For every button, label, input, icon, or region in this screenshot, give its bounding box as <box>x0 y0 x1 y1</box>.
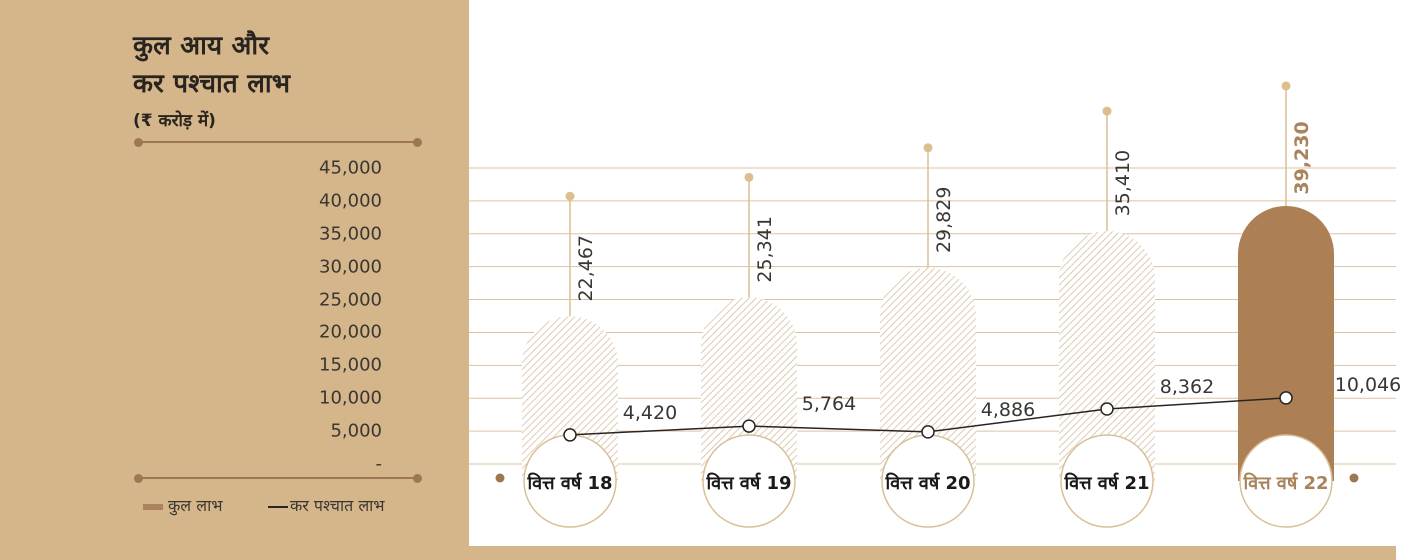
bar-total-income <box>522 316 618 481</box>
bar-leader-dot <box>923 143 933 153</box>
y-tick-label: 20,000 <box>319 321 382 343</box>
top-rule-dot-left <box>134 138 143 147</box>
baseline-dot-left <box>495 473 505 483</box>
x-category-label: वित्त वर्ष 19 <box>705 472 791 494</box>
x-category-label: वित्त वर्ष 21 <box>1063 472 1149 494</box>
bar-value-label: 39,230 <box>1291 121 1313 194</box>
profit-point <box>563 428 577 442</box>
profit-point <box>1100 402 1114 416</box>
bar-total-income <box>1059 231 1155 481</box>
x-category-label: वित्त वर्ष 22 <box>1242 472 1328 494</box>
top-rule <box>138 141 417 143</box>
bar-leader-dot <box>1102 106 1112 116</box>
legend-label-bar: कुल लाभ <box>168 496 223 515</box>
bar-total-income <box>880 267 976 481</box>
bottom-rule-dot-left <box>134 474 143 483</box>
y-tick-label: 40,000 <box>319 190 382 212</box>
profit-value-label: 5,764 <box>802 393 856 415</box>
bar-value-label: 25,341 <box>754 216 776 282</box>
bar-leader-dot <box>565 191 575 201</box>
profit-value-label: 4,420 <box>623 402 677 424</box>
y-tick-label: 35,000 <box>319 223 382 245</box>
profit-value-label: 4,886 <box>981 399 1035 421</box>
bar-value-label: 35,410 <box>1112 150 1134 216</box>
profit-value-label: 10,046 <box>1335 374 1401 396</box>
bar-total-income <box>701 297 797 481</box>
category-circle <box>1060 434 1154 528</box>
y-tick-label: 10,000 <box>319 387 382 409</box>
y-tick-label: 25,000 <box>319 289 382 311</box>
chart-units-label: (₹ करोड़ में) <box>133 111 216 131</box>
bar-total-income <box>1238 205 1334 481</box>
y-tick-label: 15,000 <box>319 354 382 376</box>
bottom-rule <box>138 477 417 479</box>
bar-value-label: 29,829 <box>933 187 955 253</box>
x-category-label: वित्त वर्ष 20 <box>884 472 970 494</box>
bar-leader-dot <box>744 172 754 182</box>
legend-label-line: कर पश्चात लाभ <box>290 496 385 515</box>
chart-sidebar-panel <box>0 0 469 560</box>
y-tick-label: - <box>375 453 383 475</box>
profit-point <box>742 419 756 433</box>
profit-value-label: 8,362 <box>1160 376 1214 398</box>
y-tick-label: 30,000 <box>319 256 382 278</box>
category-circle <box>1239 434 1333 528</box>
baseline-dot-right <box>1349 473 1359 483</box>
y-tick-label: 45,000 <box>319 157 382 179</box>
legend-bar-swatch <box>143 504 163 510</box>
bar-value-label: 22,467 <box>575 235 597 301</box>
top-rule-dot-right <box>413 138 422 147</box>
x-category-label: वित्त वर्ष 18 <box>526 472 612 494</box>
legend-line-swatch <box>268 506 288 508</box>
chart-title-line-2: कर पश्चात लाभ <box>133 69 291 99</box>
profit-point <box>1279 391 1293 405</box>
category-circle <box>702 434 796 528</box>
profit-point <box>921 425 935 439</box>
bottom-band <box>469 546 1396 560</box>
y-tick-label: 5,000 <box>330 420 382 442</box>
bottom-rule-dot-right <box>413 474 422 483</box>
bar-leader-dot <box>1281 81 1291 91</box>
chart-title-line-1: कुल आय और <box>133 31 270 61</box>
